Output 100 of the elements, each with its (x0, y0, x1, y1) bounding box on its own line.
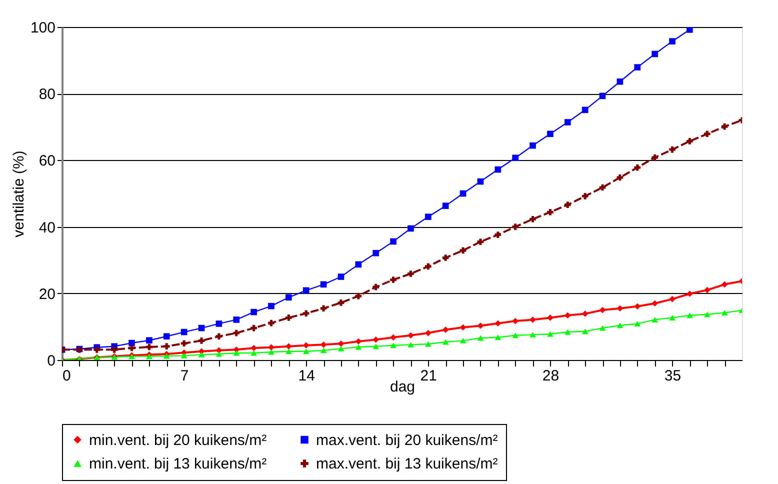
point (390, 342, 396, 348)
x-tick-label: 28 (542, 368, 560, 384)
point (146, 337, 152, 344)
point (704, 312, 710, 318)
point (355, 344, 362, 350)
point (372, 336, 380, 343)
point (704, 286, 710, 294)
x-tick-label: 7 (180, 368, 189, 384)
point (460, 324, 466, 331)
point (599, 184, 606, 191)
y-tick-label: 100 (30, 20, 56, 36)
point (512, 224, 518, 230)
point (494, 320, 502, 327)
point (302, 287, 310, 294)
point (286, 343, 292, 350)
point (268, 320, 274, 326)
point (390, 238, 396, 245)
point (669, 146, 676, 153)
point (564, 119, 571, 126)
point (721, 123, 728, 130)
legend-label: min.vent. bij 20 kuikens/m² (89, 432, 267, 449)
point (599, 306, 606, 314)
point (233, 330, 240, 336)
point (338, 340, 344, 347)
point (233, 316, 240, 323)
point (530, 316, 536, 323)
point (494, 232, 502, 238)
point (320, 348, 327, 354)
point (320, 281, 327, 288)
point (216, 333, 222, 340)
point (460, 247, 466, 254)
point (408, 270, 414, 277)
point (477, 335, 484, 341)
point (268, 344, 274, 351)
point (721, 310, 728, 316)
point (599, 92, 606, 100)
point (547, 130, 554, 138)
point (460, 190, 466, 197)
point (198, 324, 205, 332)
point (372, 344, 380, 350)
point (634, 303, 641, 310)
point (180, 352, 188, 358)
point (616, 322, 624, 328)
point (686, 138, 693, 144)
legend-label: min.vent. bij 13 kuikens/m² (89, 456, 267, 472)
point (494, 166, 502, 173)
point (477, 178, 484, 185)
point (477, 238, 484, 245)
point (686, 312, 693, 318)
point (302, 310, 310, 317)
point (704, 130, 710, 138)
y-tick-label: 60 (38, 152, 56, 170)
point (250, 308, 257, 316)
point (512, 154, 518, 162)
point (390, 334, 396, 341)
point (320, 305, 327, 312)
point (180, 340, 188, 347)
point (669, 38, 676, 44)
x-tick-label: 0 (62, 368, 71, 384)
point (547, 331, 554, 337)
point (442, 339, 449, 345)
point (216, 351, 222, 357)
point (530, 332, 536, 338)
point (424, 263, 432, 270)
point (268, 349, 274, 355)
x-tick-label: 35 (664, 368, 682, 384)
point (634, 164, 641, 171)
point (233, 350, 240, 356)
point (564, 202, 571, 208)
point (616, 78, 624, 85)
point (686, 290, 693, 297)
point (111, 346, 118, 353)
point (582, 106, 588, 114)
legend-label: max.vent. bij 20 kuikens/m² (316, 432, 498, 449)
point (599, 325, 606, 331)
point (460, 338, 466, 344)
point (616, 305, 624, 312)
y-tick-label: 80 (38, 86, 56, 104)
point (320, 342, 327, 348)
y-tick-label: 40 (38, 219, 56, 236)
point (355, 338, 362, 345)
point (582, 310, 588, 317)
point (721, 281, 728, 288)
point (652, 50, 658, 58)
point (424, 330, 432, 336)
point (686, 27, 693, 33)
point (146, 344, 152, 350)
point (250, 350, 257, 356)
point (163, 333, 170, 340)
point (652, 154, 658, 161)
point (582, 193, 588, 200)
point (216, 320, 222, 327)
y-tick-label: 20 (38, 286, 56, 303)
point (634, 320, 641, 326)
point (163, 353, 170, 359)
point (408, 225, 414, 232)
point (652, 316, 658, 322)
point (302, 348, 310, 354)
point (442, 254, 449, 261)
point (494, 334, 502, 340)
